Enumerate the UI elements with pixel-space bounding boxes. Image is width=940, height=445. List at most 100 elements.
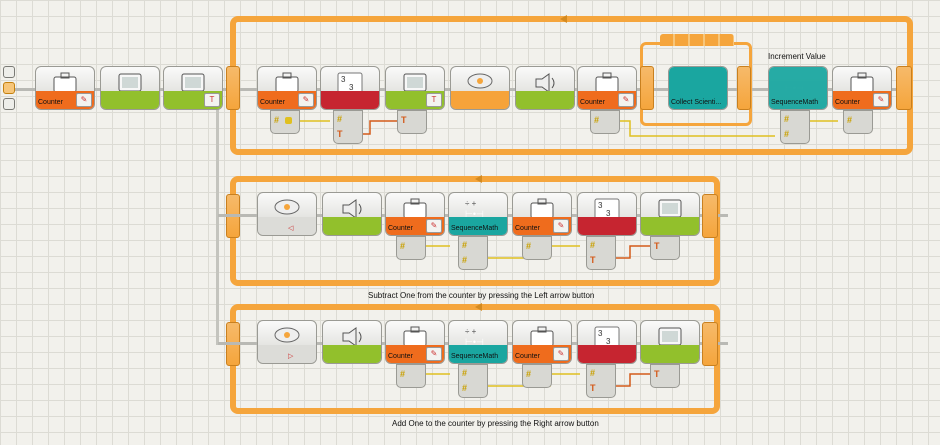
block-label: SequenceMath xyxy=(451,353,499,360)
display-block-2[interactable]: T xyxy=(163,66,223,110)
display-icon xyxy=(658,199,682,218)
number-plug-icon: # xyxy=(462,383,468,393)
block-label: Counter xyxy=(580,99,605,106)
counter-read-block[interactable]: Counter ✎ xyxy=(257,66,317,110)
display-block[interactable] xyxy=(640,192,700,236)
text-plug-icon: T xyxy=(654,241,660,251)
block-label: Collect Scienti... xyxy=(671,99,722,106)
config-icon: ✎ xyxy=(553,219,569,233)
data-hub: # xyxy=(522,364,552,388)
sound-block[interactable] xyxy=(322,320,382,364)
right-button-wait-block[interactable]: ▷ xyxy=(257,320,317,364)
sequence-math-block[interactable]: ÷ +⊢•⊣ SequenceMath xyxy=(448,192,508,236)
text-plug-icon: T xyxy=(204,93,220,107)
text-plug-icon: T xyxy=(337,129,343,139)
svg-text:÷ +: ÷ + xyxy=(465,199,477,208)
block-label: SequenceMath xyxy=(771,99,819,106)
briefcase-icon xyxy=(53,72,77,93)
nxt-button-icon xyxy=(467,73,493,89)
block-label: Counter xyxy=(515,353,540,360)
display-block[interactable]: T xyxy=(385,66,445,110)
block-label: Counter xyxy=(38,99,63,106)
svg-text:⊢•⊣: ⊢•⊣ xyxy=(465,209,484,219)
counter-write-block[interactable]: Counter ✎ xyxy=(512,320,572,364)
data-hub: # # xyxy=(458,364,488,398)
text-plug-icon: T xyxy=(654,369,660,379)
data-hub: # xyxy=(396,236,426,260)
switch-tabs[interactable] xyxy=(660,34,734,46)
sequence-math-block[interactable]: ÷ +⊢•⊣ SequenceMath xyxy=(768,66,828,110)
comment-subtract-one[interactable]: Subtract One from the counter by pressin… xyxy=(368,291,595,300)
right-arrow-icon: ▷ xyxy=(288,353,294,360)
number-to-text-icon: 33 xyxy=(337,72,363,94)
counter-block[interactable]: Counter ✎ xyxy=(577,66,637,110)
counter-write-block[interactable]: Counter ✎ xyxy=(832,66,892,110)
text-plug-icon: T xyxy=(401,115,407,125)
data-hub: # T xyxy=(333,110,363,144)
data-hub: # # xyxy=(458,236,488,270)
counter-read-block[interactable]: Counter ✎ xyxy=(385,192,445,236)
loop-direction-icon xyxy=(475,175,482,183)
number-to-text-icon: 33 xyxy=(594,198,620,220)
left-button-wait-block[interactable]: ◁ xyxy=(257,192,317,236)
loop-end-icon[interactable] xyxy=(702,322,718,366)
nxt-button-icon xyxy=(274,327,300,343)
number-plug-icon: # xyxy=(274,115,280,125)
number-plug-icon: # xyxy=(594,115,600,125)
svg-text:÷ +: ÷ + xyxy=(465,327,477,336)
loop-direction-icon xyxy=(560,15,567,23)
start-point-icon[interactable] xyxy=(3,66,15,78)
counter-variable-block[interactable]: Counter ✎ xyxy=(35,66,95,110)
number-plug-icon: # xyxy=(526,369,532,379)
counter-read-block[interactable]: Counter ✎ xyxy=(385,320,445,364)
number-plug-icon: # xyxy=(462,240,468,250)
config-icon: ✎ xyxy=(298,93,314,107)
block-label: Counter xyxy=(388,353,413,360)
block-label: SequenceMath xyxy=(451,225,499,232)
left-arrow-icon: ◁ xyxy=(288,225,294,232)
data-hub: T xyxy=(650,236,680,260)
data-hub: # T xyxy=(586,364,616,398)
block-label: Counter xyxy=(835,99,860,106)
text-plug-icon: T xyxy=(590,255,596,265)
display-block-1[interactable] xyxy=(100,66,160,110)
svg-text:⊢•⊣: ⊢•⊣ xyxy=(465,337,484,347)
start-point-icon[interactable] xyxy=(3,98,15,110)
svg-text:3: 3 xyxy=(341,75,346,84)
loop-direction-icon xyxy=(475,303,482,311)
loop-end-icon[interactable] xyxy=(896,66,912,110)
block-label: Counter xyxy=(388,225,413,232)
collect-scientific-block[interactable]: Collect Scienti... xyxy=(668,66,728,110)
config-icon: ✎ xyxy=(76,93,92,107)
data-hub: # xyxy=(270,110,300,134)
number-to-text-icon: 33 xyxy=(594,326,620,348)
svg-text:3: 3 xyxy=(349,83,354,92)
counter-write-block[interactable]: Counter ✎ xyxy=(512,192,572,236)
number-plug-icon: # xyxy=(784,114,790,124)
data-hub: # xyxy=(590,110,620,134)
nxt-buttons-wait-block[interactable] xyxy=(450,66,510,110)
start-point-icon[interactable] xyxy=(3,82,15,94)
loop-seam xyxy=(640,66,654,110)
sound-block[interactable] xyxy=(322,192,382,236)
display-block[interactable] xyxy=(640,320,700,364)
comment-add-one[interactable]: Add One to the counter by pressing the R… xyxy=(392,419,599,428)
sound-block[interactable] xyxy=(515,66,575,110)
sequence-math-block[interactable]: ÷ +⊢•⊣ SequenceMath xyxy=(448,320,508,364)
loop-end-icon[interactable] xyxy=(702,194,718,238)
svg-text:3: 3 xyxy=(598,329,603,338)
math-icon: ÷ +⊢•⊣ xyxy=(465,199,484,219)
config-icon: ✎ xyxy=(873,93,889,107)
comment-increment-value[interactable]: Increment Value xyxy=(768,52,826,61)
config-icon: ✎ xyxy=(426,347,442,361)
data-hub: # T xyxy=(586,236,616,270)
data-hub: # xyxy=(522,236,552,260)
data-hub: # xyxy=(396,364,426,388)
text-plug-icon: T xyxy=(590,383,596,393)
data-hub: T xyxy=(650,364,680,388)
number-plug-icon: # xyxy=(462,368,468,378)
